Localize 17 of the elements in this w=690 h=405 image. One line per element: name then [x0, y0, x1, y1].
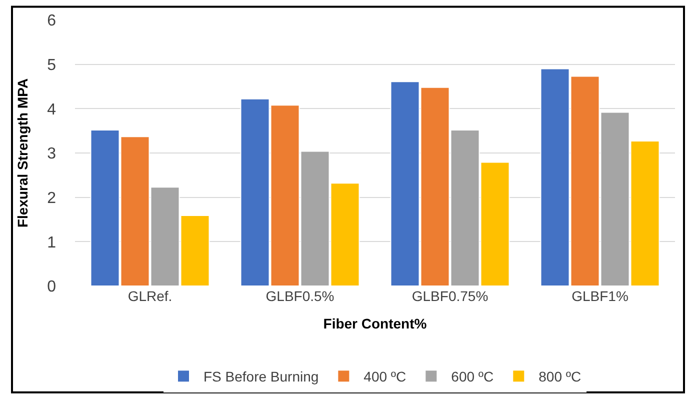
y-axis-title: Flexural Strength MPA: [14, 78, 31, 228]
legend-label: FS Before Burning: [204, 368, 319, 385]
x-tick-label: GLBF1%: [572, 288, 628, 304]
y-tick-label: 2: [47, 190, 56, 207]
y-tick-label: 4: [47, 101, 56, 118]
y-tick-label: 0: [47, 278, 56, 296]
legend-label: 800 ºC: [538, 368, 582, 385]
legend-label: 600 ºC: [451, 368, 494, 385]
x-axis-title: Fiber Content%: [323, 315, 428, 332]
x-tick-label: GLRef.: [128, 288, 172, 304]
x-tick-label: GLBF0.75%: [412, 288, 488, 304]
y-tick-label: 1: [47, 234, 56, 252]
y-tick-label: 6: [47, 12, 56, 30]
x-tick-label: GLBF0.5%: [266, 288, 334, 304]
y-tick-label: 5: [47, 56, 56, 74]
legend-label: 400 ºC: [364, 368, 406, 385]
y-tick-label: 3: [47, 146, 56, 163]
